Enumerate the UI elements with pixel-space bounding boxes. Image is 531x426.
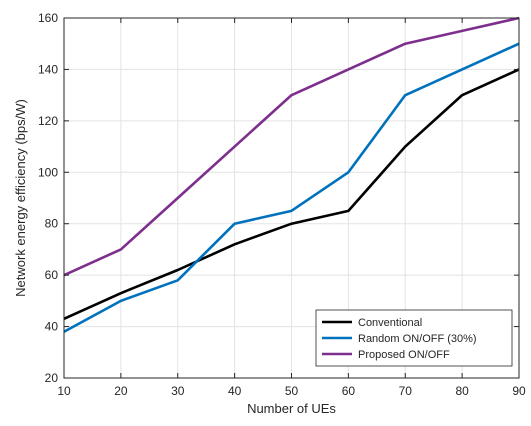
- x-tick-label: 10: [57, 384, 71, 398]
- series-line-conventional: [63, 68, 520, 321]
- y-axis-label: Network energy efficiency (bps/W): [13, 99, 28, 297]
- y-tick-label: 20: [45, 371, 59, 385]
- y-tick-label: 100: [38, 165, 58, 179]
- x-axis-label: Number of UEs: [247, 401, 336, 416]
- x-tick-label: 60: [342, 384, 356, 398]
- x-tick-label: 40: [228, 384, 242, 398]
- series-line-proposed-on-off: [63, 16, 520, 277]
- legend-entry-label: Random ON/OFF (30%): [358, 333, 477, 345]
- y-tick-label: 80: [45, 217, 59, 231]
- y-tick-label: 60: [45, 268, 59, 282]
- y-tick-label: 140: [38, 62, 58, 76]
- y-tick-label: 160: [38, 11, 58, 25]
- x-tick-label: 70: [399, 384, 413, 398]
- y-tick-label: 40: [45, 320, 59, 334]
- x-tick-label: 90: [512, 384, 526, 398]
- series-line-random-on-off-30: [63, 42, 520, 333]
- x-tick-label: 20: [114, 384, 128, 398]
- x-tick-label: 50: [285, 384, 299, 398]
- legend-entry-label: Conventional: [358, 317, 422, 329]
- legend-entry-label: Proposed ON/OFF: [358, 349, 450, 361]
- x-tick-label: 30: [171, 384, 185, 398]
- series-lines: [63, 16, 520, 333]
- x-tick-label: 80: [455, 384, 469, 398]
- y-tick-label: 120: [38, 114, 58, 128]
- legend: Conventional Random ON/OFF (30%) Proposed …: [315, 309, 513, 367]
